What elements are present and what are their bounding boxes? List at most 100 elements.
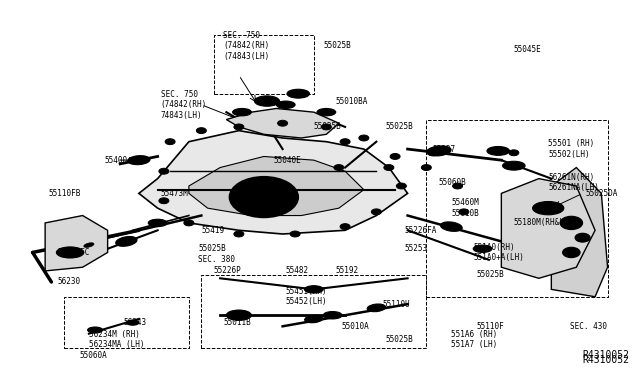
Polygon shape	[139, 131, 408, 234]
Text: 55025B: 55025B	[386, 122, 413, 131]
Circle shape	[159, 168, 169, 174]
Circle shape	[234, 124, 244, 130]
Text: 55025DA: 55025DA	[586, 189, 618, 198]
Ellipse shape	[305, 286, 323, 293]
Text: 55253: 55253	[404, 244, 428, 253]
Text: 551A0(RH)
551A0+A(LH): 551A0(RH) 551A0+A(LH)	[473, 243, 524, 262]
Circle shape	[324, 125, 329, 128]
Text: 56243: 56243	[124, 318, 147, 327]
Circle shape	[186, 221, 191, 224]
Circle shape	[340, 224, 350, 230]
Ellipse shape	[508, 163, 520, 168]
Ellipse shape	[540, 205, 556, 211]
Ellipse shape	[367, 304, 385, 312]
Ellipse shape	[128, 155, 150, 165]
Circle shape	[296, 92, 301, 95]
Text: 55040EA: 55040EA	[245, 203, 278, 213]
Ellipse shape	[427, 146, 451, 156]
Circle shape	[424, 166, 429, 169]
Text: 55400: 55400	[104, 155, 127, 165]
Text: 55226P: 55226P	[214, 266, 242, 275]
Circle shape	[455, 185, 460, 187]
Circle shape	[264, 100, 269, 103]
Text: 56234M (RH)
56234MA (LH): 56234M (RH) 56234MA (LH)	[89, 330, 145, 349]
Ellipse shape	[232, 312, 245, 318]
Circle shape	[560, 216, 582, 230]
Text: 55110FC: 55110FC	[58, 248, 90, 257]
Text: 55460M
55010B: 55460M 55010B	[451, 198, 479, 218]
Ellipse shape	[493, 149, 504, 153]
Ellipse shape	[473, 245, 492, 253]
Text: SEC. 380: SEC. 380	[198, 255, 236, 264]
Circle shape	[199, 129, 204, 132]
Circle shape	[399, 185, 404, 187]
Ellipse shape	[478, 247, 487, 251]
Text: 55227: 55227	[433, 145, 456, 154]
Circle shape	[280, 122, 285, 125]
Text: 55451(RH)
55452(LH): 55451(RH) 55452(LH)	[285, 287, 328, 307]
Circle shape	[293, 91, 303, 97]
Circle shape	[371, 209, 381, 215]
Circle shape	[334, 164, 344, 170]
Text: 55011B: 55011B	[223, 318, 251, 327]
Ellipse shape	[255, 96, 280, 106]
Circle shape	[390, 154, 400, 160]
Text: 56261N(RH)
56261NA(LH): 56261N(RH) 56261NA(LH)	[548, 173, 599, 192]
Circle shape	[161, 199, 166, 202]
Text: 55040E: 55040E	[273, 155, 301, 165]
Circle shape	[337, 166, 341, 169]
Circle shape	[159, 198, 169, 204]
Circle shape	[262, 98, 272, 104]
Text: 55473M: 55473M	[161, 189, 189, 198]
Text: R4310052: R4310052	[582, 350, 630, 359]
Circle shape	[428, 150, 438, 156]
Circle shape	[430, 151, 435, 154]
Circle shape	[278, 120, 287, 126]
Ellipse shape	[79, 240, 99, 250]
Circle shape	[362, 137, 366, 140]
Ellipse shape	[309, 317, 319, 321]
Text: 55045E: 55045E	[514, 45, 541, 54]
Ellipse shape	[309, 288, 319, 291]
Circle shape	[459, 209, 469, 215]
Text: 55025B: 55025B	[386, 335, 413, 344]
Text: 55010A: 55010A	[342, 322, 370, 331]
Polygon shape	[189, 157, 364, 215]
Ellipse shape	[322, 110, 331, 114]
Circle shape	[342, 140, 348, 143]
Ellipse shape	[148, 219, 167, 227]
Polygon shape	[551, 167, 607, 297]
Circle shape	[421, 164, 431, 170]
Ellipse shape	[56, 247, 84, 258]
Ellipse shape	[532, 202, 564, 215]
Ellipse shape	[63, 250, 77, 255]
Text: 55025B: 55025B	[314, 122, 342, 131]
Text: 55180M(RH&LH): 55180M(RH&LH)	[514, 218, 574, 227]
Text: R4310052: R4310052	[582, 355, 630, 365]
Polygon shape	[227, 109, 339, 138]
Ellipse shape	[487, 147, 509, 155]
Ellipse shape	[129, 321, 136, 324]
Circle shape	[242, 184, 285, 210]
Ellipse shape	[287, 89, 310, 98]
Ellipse shape	[133, 158, 145, 163]
Ellipse shape	[92, 328, 99, 331]
Text: 55060A: 55060A	[79, 351, 108, 360]
Circle shape	[374, 211, 379, 213]
Circle shape	[236, 232, 241, 235]
Ellipse shape	[84, 243, 94, 247]
Text: SEC. 750
(74842(RH)
74843(LH): SEC. 750 (74842(RH) 74843(LH)	[161, 90, 207, 120]
Text: 55110U: 55110U	[383, 300, 410, 309]
Circle shape	[396, 183, 406, 189]
Text: 56230: 56230	[58, 278, 81, 286]
Ellipse shape	[237, 110, 246, 114]
Text: 55025B: 55025B	[476, 270, 504, 279]
Text: 551A6 (RH)
551A7 (LH): 551A6 (RH) 551A7 (LH)	[451, 330, 497, 349]
Ellipse shape	[153, 221, 163, 225]
Circle shape	[236, 125, 241, 128]
Circle shape	[387, 166, 391, 169]
Text: 55110F: 55110F	[476, 322, 504, 331]
Text: SEC. 750
(74842(RH)
(74843(LH): SEC. 750 (74842(RH) (74843(LH)	[223, 31, 269, 61]
Circle shape	[290, 231, 300, 237]
Text: 55192: 55192	[336, 266, 359, 275]
